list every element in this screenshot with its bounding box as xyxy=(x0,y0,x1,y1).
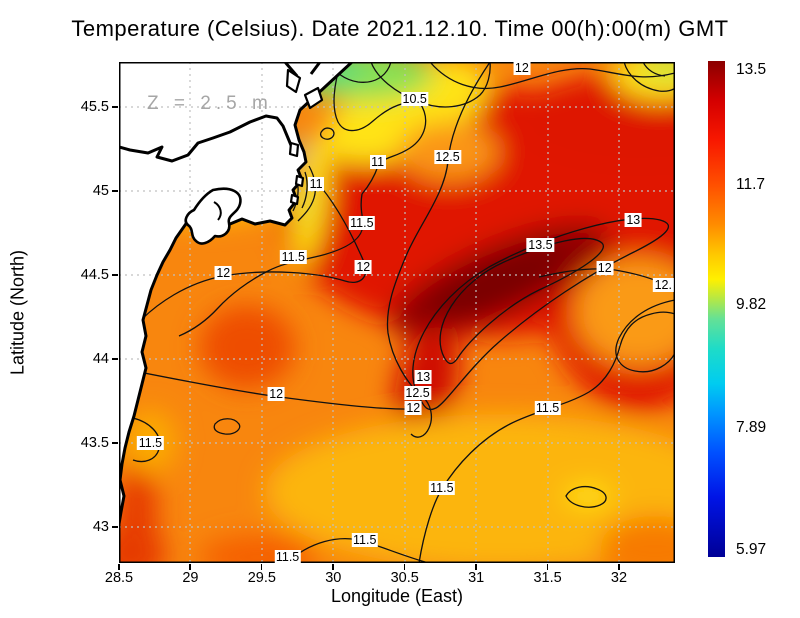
y-tick-mark xyxy=(112,442,118,444)
x-tick-mark xyxy=(260,564,263,570)
contour-label: 11.5 xyxy=(351,533,378,548)
x-tick-label: 29.5 xyxy=(247,570,276,586)
contour-label: 12 xyxy=(267,387,285,402)
y-tick-mark xyxy=(112,526,118,528)
colorbar-label: 7.89 xyxy=(736,418,767,436)
plot-title: Temperature (Celsius). Date 2021.12.10. … xyxy=(71,16,729,41)
contour-label: 11 xyxy=(308,177,325,192)
contour-label: 11.5 xyxy=(137,436,164,450)
contour-label: 10.5 xyxy=(401,91,429,106)
contour-label: 12.5 xyxy=(403,385,432,400)
y-tick-mark xyxy=(112,190,118,192)
x-tick-mark xyxy=(546,564,549,570)
contour-label: 12 xyxy=(214,266,232,281)
lagoon-outline xyxy=(184,187,242,245)
x-tick-label: 30.5 xyxy=(390,570,419,586)
y-tick-label: 43 xyxy=(92,519,109,535)
delta-islands xyxy=(285,68,324,206)
grid-lines xyxy=(119,62,675,563)
colorbar xyxy=(708,61,725,557)
contour-label: 13 xyxy=(624,212,642,227)
delta-channel xyxy=(309,62,322,75)
x-axis-title: Longitude (East) xyxy=(330,586,464,606)
contour-label: 13.5 xyxy=(526,237,555,252)
x-tick-mark xyxy=(189,564,192,570)
contour-label: 11 xyxy=(369,155,386,170)
map-plot-area xyxy=(119,62,675,563)
contour-label: 12 xyxy=(404,400,422,415)
bay-shoreline xyxy=(119,114,295,163)
x-tick-mark xyxy=(118,564,120,570)
y-axis-title: Latitude (North) xyxy=(7,249,28,376)
colorbar-label: 5.97 xyxy=(736,541,767,558)
colorbar-label: 13.5 xyxy=(736,61,767,78)
x-tick-mark xyxy=(617,564,620,570)
y-tick-label: 43.5 xyxy=(80,435,109,451)
y-tick-mark xyxy=(112,106,118,108)
x-tick-label: 32 xyxy=(610,570,628,586)
x-tick-label: 30 xyxy=(325,570,342,586)
y-tick-mark xyxy=(112,274,118,276)
contour-label: 13 xyxy=(414,370,432,385)
contour-label: 12. xyxy=(653,278,674,293)
x-tick-mark xyxy=(332,564,334,570)
x-tick-mark xyxy=(403,564,406,570)
colorbar-label: 9.82 xyxy=(736,295,767,313)
contour-label: 11.5 xyxy=(348,215,376,230)
y-tick-label: 44 xyxy=(92,351,109,367)
y-tick-mark xyxy=(112,358,118,360)
contour-label: 12 xyxy=(354,259,372,274)
contour-label: 12 xyxy=(596,261,614,276)
y-tick-label: 45.5 xyxy=(80,99,109,115)
contour-label: 11.5 xyxy=(274,550,301,565)
contour-label: 12 xyxy=(513,61,531,76)
x-tick-label: 29 xyxy=(182,570,199,586)
contour-label: 11.5 xyxy=(534,400,561,415)
colorbar-label: 11.7 xyxy=(736,175,766,193)
y-tick-label: 45 xyxy=(92,183,109,199)
contour-label: 11.5 xyxy=(428,481,456,496)
x-tick-mark xyxy=(475,564,477,570)
y-tick-label: 44.5 xyxy=(80,267,109,283)
temperature-field-svg xyxy=(119,62,675,563)
contour-label: 11.5 xyxy=(280,249,307,264)
x-tick-label: 31.5 xyxy=(533,570,562,586)
contour-label: 12.5 xyxy=(433,150,462,165)
x-tick-label: 28.5 xyxy=(104,570,134,586)
x-tick-label: 31 xyxy=(468,570,485,586)
depth-annotation: Z = 2.5 m xyxy=(147,93,273,114)
